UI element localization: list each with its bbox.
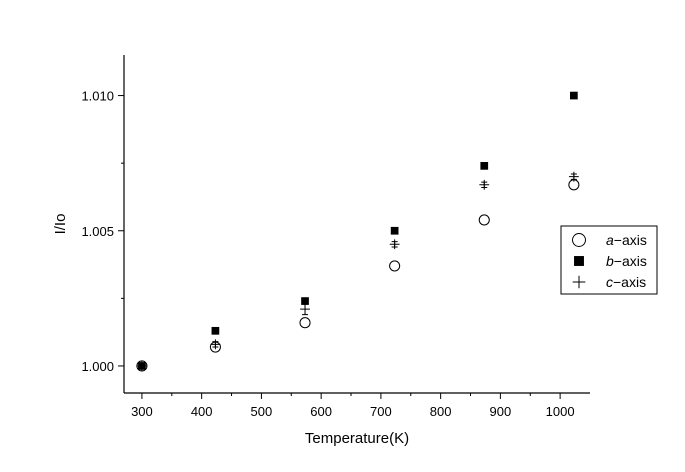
y-tick-label: 1.010 — [81, 89, 114, 104]
data-point — [301, 297, 309, 305]
data-point — [479, 179, 490, 190]
legend-label: b−axis — [606, 253, 647, 269]
data-point — [389, 260, 401, 272]
x-tick-label: 800 — [430, 404, 452, 419]
x-tick-label: 900 — [490, 404, 512, 419]
legend-item-b-axis: b−axis — [574, 253, 647, 269]
series-c-axis — [137, 171, 579, 371]
data-point — [300, 304, 310, 315]
x-axis-title: Temperature(K) — [305, 430, 409, 447]
x-tick-label: 400 — [191, 404, 213, 419]
axis-ticks: 300 400 500 600 700 800 900 1000 1.000 1.005 1.010 — [81, 89, 574, 419]
x-tick-label: 500 — [251, 404, 273, 419]
data-point — [390, 226, 399, 235]
data-point — [211, 326, 220, 335]
legend-marker — [572, 275, 586, 289]
x-tick-label: 700 — [370, 404, 392, 419]
legend-label: a−axis — [606, 232, 647, 248]
data-point — [480, 162, 489, 170]
legend-marker — [572, 233, 586, 247]
data-point — [570, 91, 578, 100]
legend-item-a-axis: a−axis — [572, 232, 647, 248]
data-points — [136, 91, 580, 372]
y-axis-title: I/Io — [52, 214, 69, 235]
y-tick-label: 1.005 — [81, 224, 114, 239]
x-tick-label: 1000 — [546, 404, 575, 419]
data-point — [210, 339, 221, 350]
data-point — [568, 171, 579, 182]
legend-items: a−axis b−axis c−axis — [572, 232, 647, 290]
data-point — [389, 239, 400, 250]
series-a-axis — [136, 179, 580, 372]
data-point — [137, 361, 147, 371]
axes — [123, 55, 590, 394]
data-point — [478, 214, 490, 226]
legend-item-c-axis: c−axis — [572, 274, 646, 290]
legend-marker — [574, 256, 584, 266]
series-b-axis — [138, 91, 578, 370]
legend: a−axis b−axis c−axis — [560, 225, 658, 295]
y-tick-label: 1.000 — [81, 359, 114, 374]
x-tick-label: 600 — [310, 404, 332, 419]
data-point — [299, 317, 311, 329]
x-tick-label: 300 — [131, 404, 153, 419]
legend-label: c−axis — [606, 274, 646, 290]
